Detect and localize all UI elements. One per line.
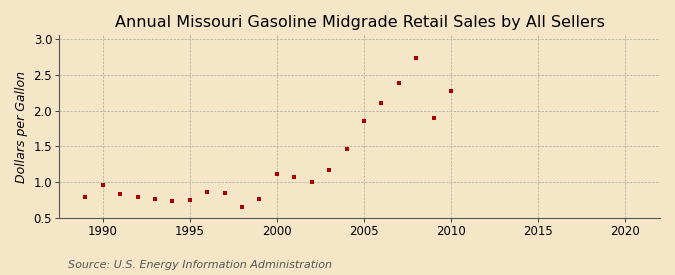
Text: Source: U.S. Energy Information Administration: Source: U.S. Energy Information Administ… [68, 260, 331, 270]
Title: Annual Missouri Gasoline Midgrade Retail Sales by All Sellers: Annual Missouri Gasoline Midgrade Retail… [115, 15, 605, 30]
Point [219, 191, 230, 195]
Point [446, 88, 456, 93]
Point [394, 81, 404, 86]
Point [184, 198, 195, 202]
Point [132, 195, 143, 199]
Point [428, 116, 439, 120]
Point [411, 55, 422, 60]
Point [306, 179, 317, 184]
Point [376, 100, 387, 105]
Point [150, 197, 161, 202]
Point [254, 197, 265, 201]
Point [341, 147, 352, 152]
Y-axis label: Dollars per Gallon: Dollars per Gallon [15, 71, 28, 183]
Point [167, 199, 178, 203]
Point [324, 168, 335, 172]
Point [202, 190, 213, 194]
Point [80, 194, 90, 199]
Point [358, 119, 369, 123]
Point [289, 175, 300, 179]
Point [97, 183, 108, 187]
Point [115, 192, 126, 197]
Point [271, 172, 282, 177]
Point [237, 205, 248, 210]
